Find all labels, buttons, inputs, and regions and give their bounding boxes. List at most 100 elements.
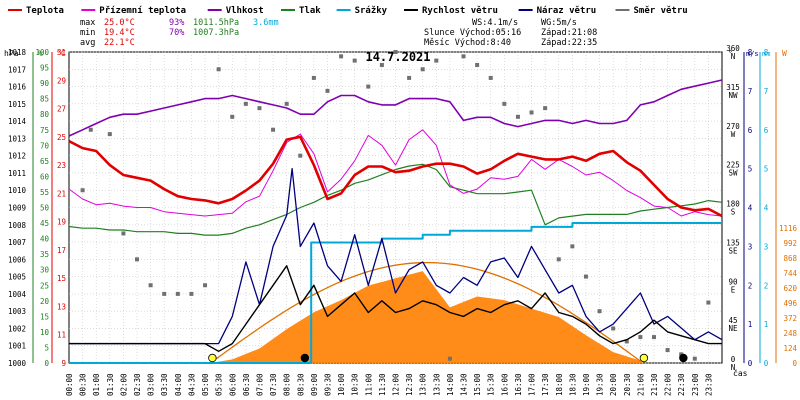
axis-unit-w: W <box>782 49 787 58</box>
tick-degc: 13 <box>57 302 66 311</box>
wind-direction-point <box>149 283 153 287</box>
tick-ms: 3 <box>748 242 753 251</box>
tick-dir: E <box>731 285 736 294</box>
tick-pct: 20 <box>40 297 50 306</box>
legend-label: Směr větru <box>634 5 688 16</box>
tick-time: 01:00 <box>92 373 101 396</box>
tick-ms: 5 <box>748 165 753 174</box>
tick-time: 04:30 <box>187 373 196 396</box>
wind-direction-point <box>584 275 588 279</box>
tick-time: 18:30 <box>568 373 577 396</box>
tick-time: 17:30 <box>541 373 550 396</box>
sun-marker <box>209 354 217 362</box>
tick-ms: 1 <box>748 320 753 329</box>
stat-sun-rise: Slunce Východ:05:16 <box>424 28 521 38</box>
wind-direction-point <box>666 348 670 352</box>
tick-hpa: 1017 <box>8 65 26 74</box>
wind-direction-point <box>652 335 656 339</box>
wind-direction-point <box>407 76 411 80</box>
tick-ms: 6 <box>748 126 753 135</box>
wind-direction-point <box>543 106 547 110</box>
tick-pct: 70 <box>40 141 50 150</box>
tick-mm: 2 <box>764 281 769 290</box>
stat-value: 1007.3hPa <box>193 28 239 38</box>
tick-dir: SW <box>728 169 738 178</box>
moon-marker <box>680 354 688 362</box>
legend-label: Přízemní teplota <box>99 6 186 16</box>
tick-pct: 80 <box>40 110 50 119</box>
sun-marker <box>640 354 648 362</box>
tick-mm: 7 <box>764 87 769 96</box>
tick-time: 23:30 <box>704 373 713 396</box>
tick-hpa: 1014 <box>8 117 27 126</box>
tick-time: 07:30 <box>269 373 278 396</box>
tick-time: 15:00 <box>473 373 482 396</box>
tick-mm: 5 <box>764 165 769 174</box>
tick-hpa: 1010 <box>8 186 27 195</box>
legend-label: Rychlost větru <box>422 5 498 16</box>
tick-time: 04:00 <box>174 373 183 396</box>
axis-unit-time: čas <box>733 368 748 378</box>
tick-time: 19:00 <box>582 373 591 396</box>
legend-label: Náraz větru <box>537 5 597 16</box>
wind-direction-point <box>135 257 139 261</box>
tick-hpa: 1013 <box>8 134 26 143</box>
tick-ms: 0 <box>748 359 753 368</box>
wind-direction-point <box>366 85 370 89</box>
tick-dir: SE <box>728 246 738 255</box>
wind-direction-point <box>298 154 302 158</box>
stat-value: 3.6mm <box>253 18 279 28</box>
tick-time: 18:00 <box>555 373 564 396</box>
tick-degc: 17 <box>57 246 66 255</box>
tick-degc: 27 <box>57 105 66 114</box>
tick-pct: 50 <box>40 204 50 213</box>
tick-w: 1116 <box>779 224 798 233</box>
stat-sun-set: Západ:21:08 <box>541 28 597 38</box>
wind-direction-point <box>638 335 642 339</box>
tick-dir: NE <box>728 324 738 333</box>
legend-label: Tlak <box>299 6 321 16</box>
tick-pct: 30 <box>40 266 50 275</box>
stat-value: 70% <box>169 28 184 38</box>
tick-w: 124 <box>783 344 797 353</box>
wind-direction-point <box>89 128 93 132</box>
tick-hpa: 1012 <box>8 152 26 161</box>
wind-direction-point <box>339 54 343 58</box>
tick-pct: 85 <box>40 95 49 104</box>
stat-moon-rise: Měsíc Východ:8:40 <box>424 38 511 48</box>
stat-ws: WS:4.1m/s <box>472 18 518 28</box>
tick-hpa: 1009 <box>8 204 26 213</box>
tick-w: 992 <box>783 239 797 248</box>
tick-time: 13:30 <box>432 373 441 396</box>
tick-time: 02:30 <box>133 373 142 396</box>
tick-pct: 35 <box>40 250 49 259</box>
wind-direction-point <box>121 231 125 235</box>
wind-direction-point <box>448 357 452 361</box>
tick-w: 496 <box>783 299 797 308</box>
tick-degc: 9 <box>61 359 66 368</box>
stat-value: avg <box>80 38 95 48</box>
stat-value: max <box>80 18 95 28</box>
wind-direction-point <box>394 50 398 54</box>
wind-direction-point <box>516 115 520 119</box>
tick-mm: 8 <box>764 48 769 57</box>
tick-time: 20:00 <box>609 373 618 396</box>
legend-label: Srážky <box>355 6 388 16</box>
wind-direction-point <box>108 132 112 136</box>
wind-direction-point <box>244 102 248 106</box>
tick-time: 15:30 <box>487 373 496 396</box>
weather-chart: Teplota Přízemní teplota Vlhkost Tlak Srážky… <box>0 0 800 400</box>
tick-time: 08:30 <box>296 373 305 396</box>
tick-time: 06:00 <box>228 373 237 396</box>
wind-direction-point <box>530 110 534 114</box>
tick-time: 03:30 <box>160 373 169 396</box>
tick-hpa: 1003 <box>8 307 26 316</box>
tick-pct: 0 <box>44 359 49 368</box>
tick-hpa: 1004 <box>8 290 27 299</box>
stat-moon-set: Západ:22:35 <box>541 38 597 48</box>
stat-value: min <box>80 28 95 38</box>
tick-time: 10:00 <box>337 373 346 396</box>
tick-pct: 75 <box>40 126 49 135</box>
tick-time: 14:00 <box>446 373 455 396</box>
tick-time: 13:00 <box>419 373 428 396</box>
